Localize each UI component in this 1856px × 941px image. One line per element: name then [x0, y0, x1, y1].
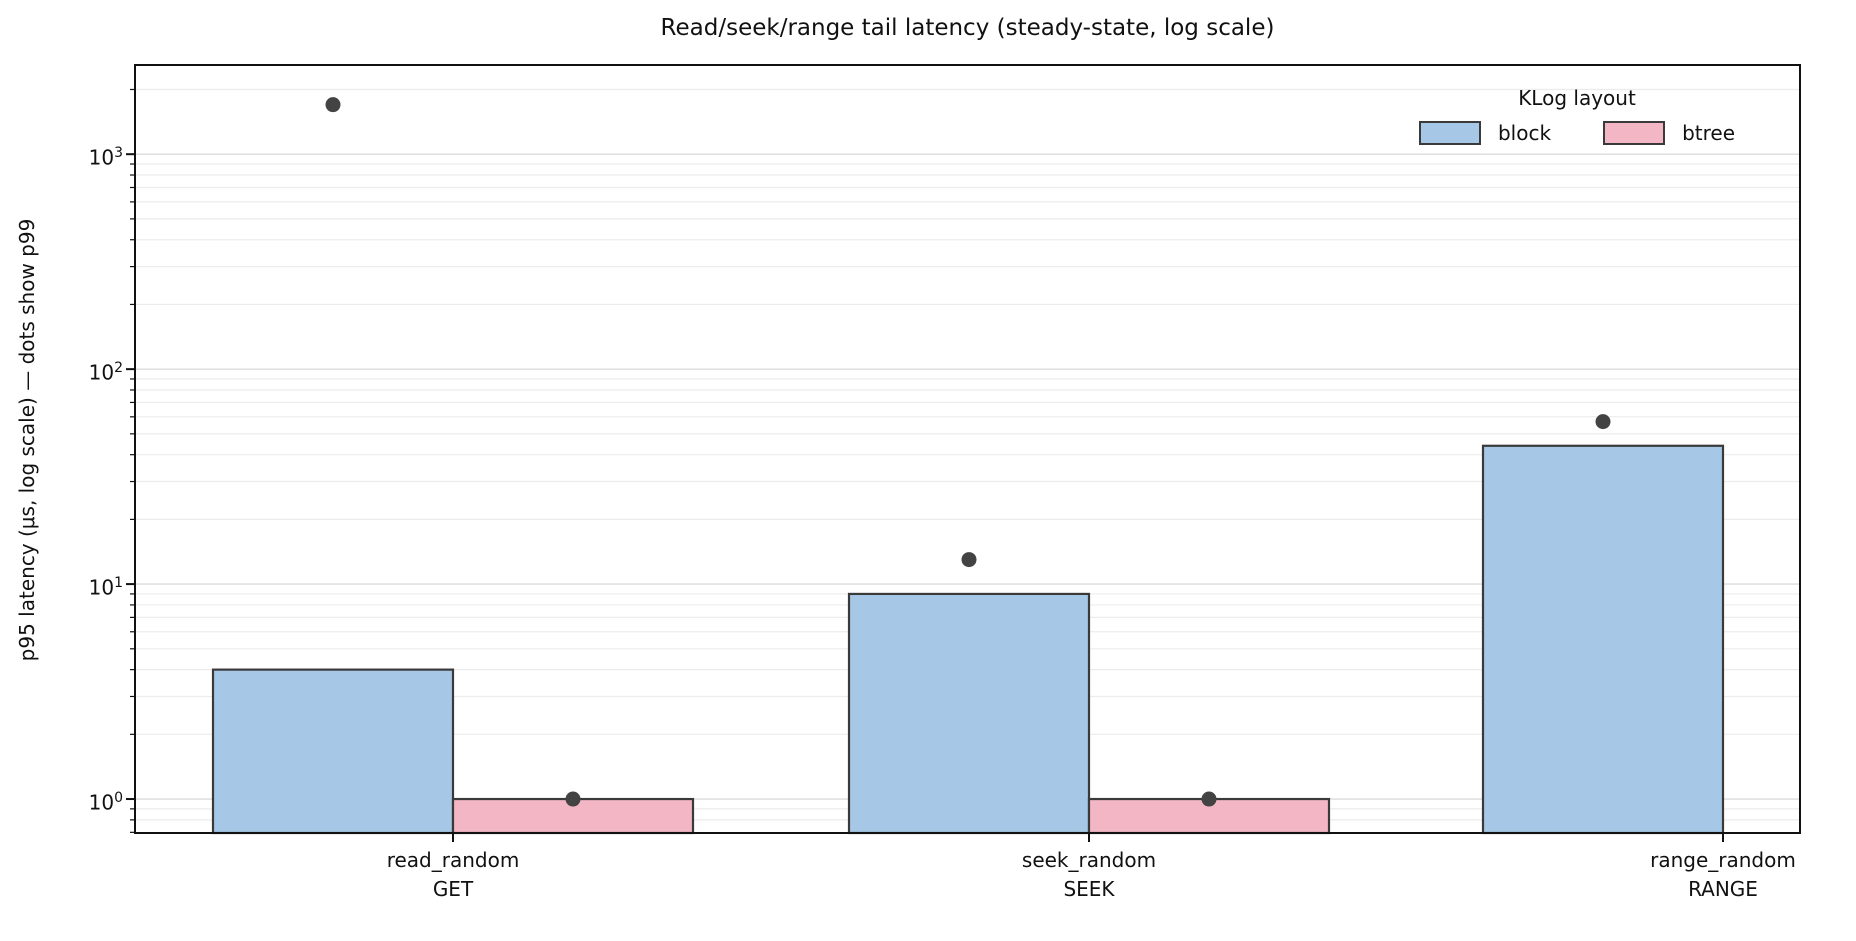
legend-entry-btree: btree	[1603, 121, 1735, 145]
dot-p99-btree-read_random	[565, 791, 581, 807]
legend-entries: block btree	[1367, 121, 1787, 145]
y-tick-base: 10	[88, 360, 115, 385]
y-tick-label: 103	[5, 139, 123, 170]
y-tick-exponent: 3	[114, 145, 123, 162]
x-category-workload: range_random	[1650, 848, 1796, 872]
legend-swatch-btree	[1603, 121, 1666, 145]
x-category-workload: read_random	[386, 848, 520, 872]
y-tick-base: 10	[88, 145, 115, 170]
y-tick-exponent: 0	[114, 790, 123, 807]
x-category-workload: seek_random	[1021, 848, 1157, 872]
legend-swatch-block	[1418, 121, 1481, 145]
dot-p99-block-seek_random	[961, 552, 977, 568]
dot-p99-block-read_random	[325, 97, 341, 113]
x-category-label: seek_random SEEK	[929, 846, 1249, 904]
plot-border	[134, 64, 1801, 834]
x-category-op: SEEK	[1063, 877, 1115, 901]
x-category-op: GET	[432, 877, 474, 901]
y-tick-label: 102	[5, 354, 123, 385]
y-tick-exponent: 1	[114, 575, 123, 592]
dot-p99-btree-seek_random	[1201, 791, 1217, 807]
y-tick-exponent: 2	[114, 360, 123, 377]
bar-block-range_random	[1481, 444, 1725, 835]
legend-entry-block: block	[1418, 121, 1552, 145]
dot-p99-block-range_random	[1595, 414, 1611, 430]
y-tick-label: 100	[5, 784, 123, 815]
x-category-op: RANGE	[1688, 877, 1758, 901]
y-tick-label: 101	[5, 569, 123, 600]
legend-title: KLog layout	[1518, 86, 1636, 110]
y-tick-base: 10	[88, 790, 115, 815]
legend-label: block	[1497, 121, 1552, 145]
bar-block-read_random	[211, 668, 455, 835]
chart-title: Read/seek/range tail latency (steady-sta…	[660, 15, 1275, 41]
legend-label: btree	[1682, 121, 1735, 145]
x-category-label: range_random RANGE	[1563, 846, 1856, 904]
x-category-label: read_random GET	[293, 846, 613, 904]
y-tick-base: 10	[88, 575, 115, 600]
bar-block-seek_random	[847, 592, 1091, 835]
legend: KLog layout block btree	[1367, 86, 1787, 145]
